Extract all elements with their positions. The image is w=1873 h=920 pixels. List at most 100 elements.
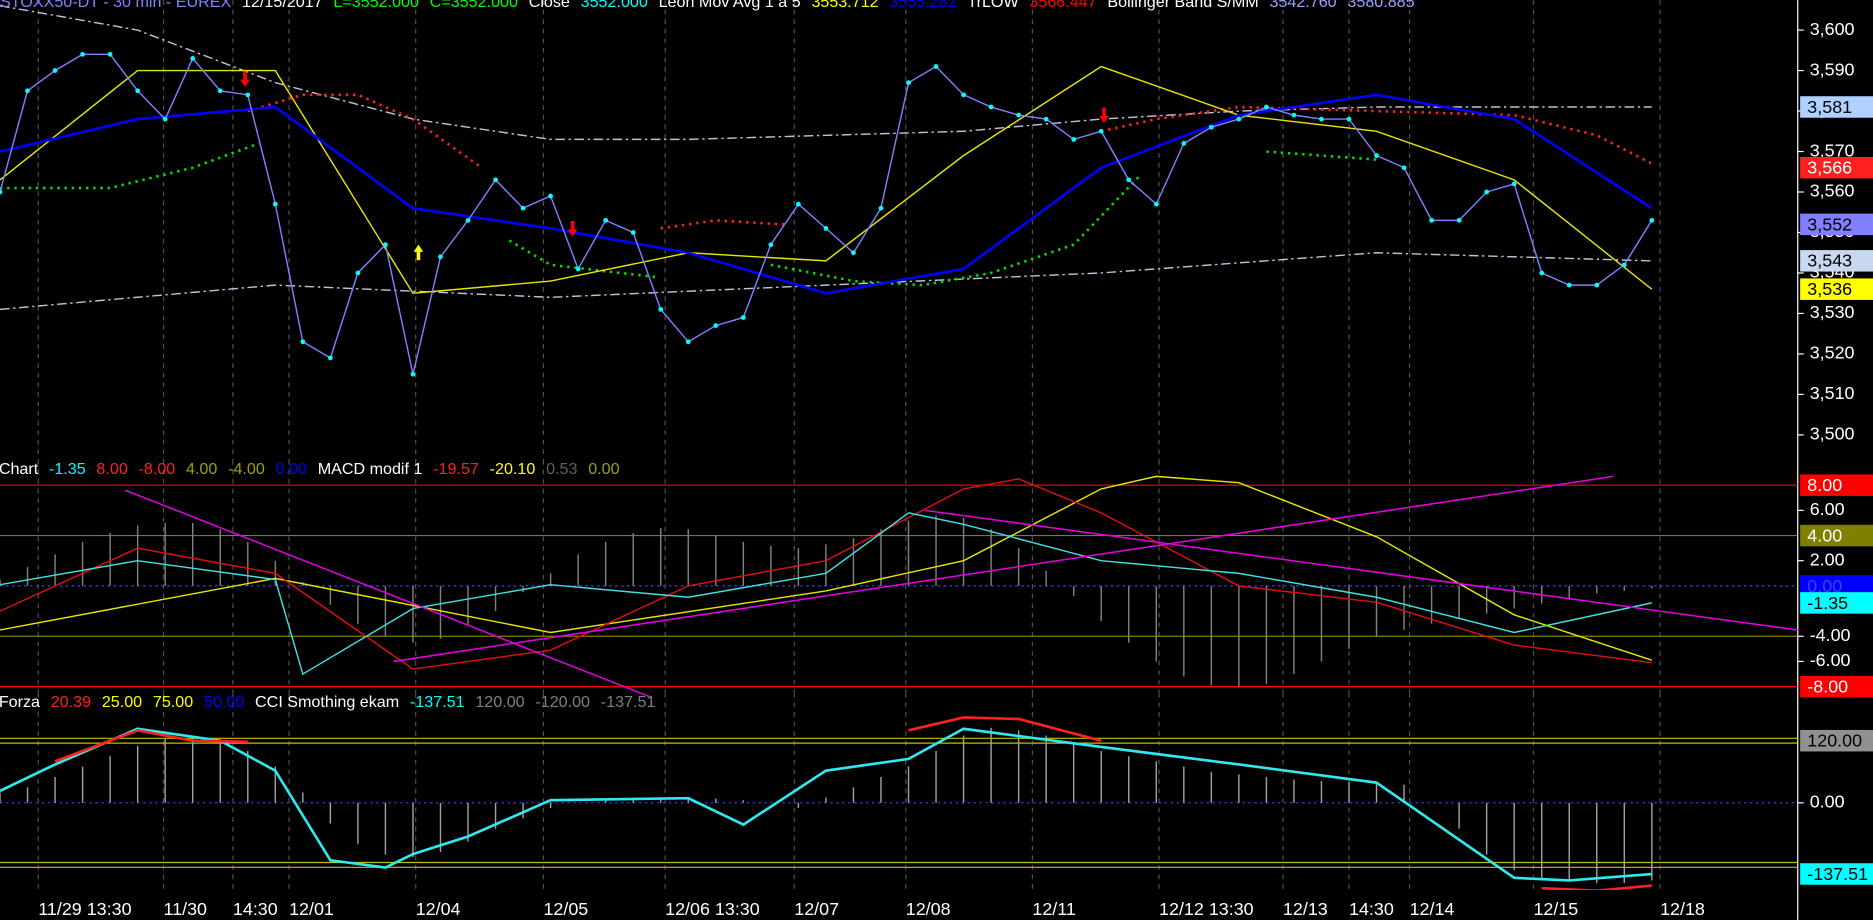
y-tick-label: 3,510 <box>1810 383 1855 403</box>
panel-body <box>0 692 1798 891</box>
data-point <box>795 201 801 207</box>
trend-line <box>393 475 1614 663</box>
y-tick-label: 3,570 <box>1810 140 1855 160</box>
series-line <box>0 142 1377 287</box>
data-point <box>520 205 526 211</box>
x-tick-label: 12/04 <box>416 899 461 919</box>
signal-arrow <box>567 221 578 237</box>
value-badge <box>1800 474 1873 496</box>
data-point <box>300 339 306 345</box>
legend-text: 3566.447 <box>1029 0 1096 11</box>
value-badge-label: 3,536 <box>1807 279 1852 299</box>
series-line <box>0 252 1652 311</box>
series-line <box>0 475 1653 661</box>
legend-text: -120.00 <box>535 693 590 711</box>
data-point <box>1649 217 1655 223</box>
data-point <box>383 242 388 248</box>
legend-text: 12/15/2017 <box>242 0 323 11</box>
legend-text: -137.51 <box>410 693 465 711</box>
series-line <box>0 93 1653 295</box>
value-badge <box>1800 575 1873 597</box>
value-badge <box>1800 675 1873 698</box>
data-point <box>878 205 884 211</box>
legend-text: 3552.000 <box>581 0 648 11</box>
series-line <box>247 93 1653 230</box>
legend-text: STOXX50-DT - 30 min - EUREX <box>0 0 232 11</box>
legend-text: TrLOW <box>967 0 1019 11</box>
data-point <box>272 201 278 207</box>
data-point <box>740 315 746 320</box>
value-badge <box>1800 213 1873 236</box>
data-point <box>1098 128 1104 134</box>
y-tick-label: 3,560 <box>1810 181 1855 201</box>
y-tick-label: 3,600 <box>1810 19 1855 39</box>
legend-text: C=3552.000 <box>430 0 518 11</box>
y-tick-label: -6.00 <box>1810 650 1851 670</box>
data-point <box>190 56 196 61</box>
panel-body <box>0 0 1661 460</box>
y-tick-label: 3,530 <box>1810 302 1855 322</box>
legend-text: 3553.712 <box>811 0 878 11</box>
data-point <box>1043 116 1049 122</box>
data-point <box>1153 201 1159 207</box>
value-badge-label: 120.00 <box>1807 731 1862 751</box>
x-tick-label: 11/29 13:30 <box>38 899 131 919</box>
data-point <box>933 64 939 69</box>
legend-text: 3555.282 <box>889 0 956 11</box>
x-tick-label: 12/14 <box>1410 899 1455 919</box>
data-point <box>630 230 636 235</box>
series-line <box>0 727 1652 882</box>
legend-text: 0.00 <box>588 460 619 478</box>
data-point <box>1566 282 1572 288</box>
data-point <box>1374 153 1379 158</box>
data-point <box>685 339 691 345</box>
data-point <box>1181 141 1187 146</box>
data-point <box>162 116 168 122</box>
data-point <box>603 217 609 223</box>
y-tick-label: 3,500 <box>1810 424 1855 444</box>
x-tick-label: 11/30 <box>164 899 208 919</box>
data-point <box>1126 177 1132 183</box>
signal-arrow <box>1099 107 1109 124</box>
y-tick-label: 3,520 <box>1810 343 1855 363</box>
data-point <box>1621 262 1627 268</box>
data-point <box>1016 112 1022 118</box>
y-tick-label: 0.00 <box>1810 792 1845 812</box>
data-point <box>1236 116 1242 122</box>
x-tick-label: 12/07 <box>794 899 839 919</box>
value-badge-label: 3,543 <box>1807 251 1852 271</box>
legend-text: Bollinger Band S/MM <box>1107 0 1258 11</box>
value-badge <box>1800 96 1873 118</box>
x-tick-label: 12/08 <box>906 899 951 919</box>
legend-text: 25.00 <box>102 693 142 711</box>
data-point <box>107 51 113 57</box>
value-badge-label: 8.00 <box>1807 475 1842 495</box>
legend-text: 3542.760 <box>1269 0 1336 11</box>
data-point <box>1071 136 1077 142</box>
series-line <box>0 65 1653 294</box>
data-point <box>961 92 966 98</box>
x-tick-label: 12/06 13:30 <box>665 899 760 919</box>
series-line <box>0 478 1652 670</box>
data-point <box>906 80 911 86</box>
data-point <box>1594 282 1600 288</box>
legend-text: MACD modif 1 <box>318 460 423 478</box>
data-point <box>1429 217 1434 223</box>
value-badge <box>1800 524 1873 547</box>
data-point <box>1264 104 1269 110</box>
y-tick-label: 6.00 <box>1810 499 1845 519</box>
legend-text: CCI Smothing ekam <box>255 693 399 711</box>
data-point <box>465 217 471 223</box>
legend-text: 75.00 <box>153 693 193 711</box>
value-badge-label: -137.51 <box>1807 864 1868 884</box>
legend-text: 20.39 <box>51 693 91 711</box>
y-tick-label: -4.00 <box>1810 625 1851 645</box>
legend-text: Close <box>529 0 570 11</box>
value-badge-label: 0.00 <box>1807 576 1842 596</box>
data-point <box>658 307 664 312</box>
legend-text: L=3552.000 <box>333 0 419 11</box>
series-line <box>0 512 1652 676</box>
value-badge <box>1800 863 1873 885</box>
legend-text: -20.10 <box>490 460 536 478</box>
